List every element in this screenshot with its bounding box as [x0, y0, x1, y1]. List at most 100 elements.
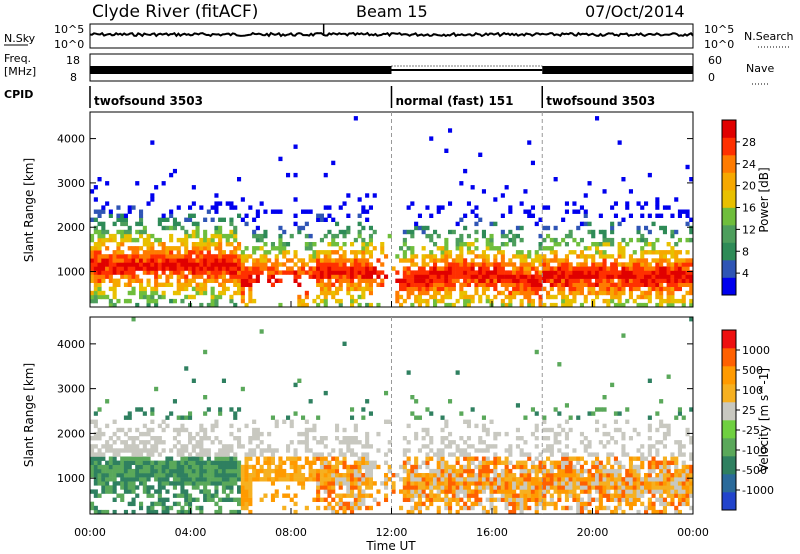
heatmap-cell — [180, 509, 185, 515]
heatmap-cell — [180, 258, 185, 263]
heatmap-cell — [530, 274, 535, 279]
heatmap-cell — [327, 282, 332, 287]
heatmap-cell — [172, 266, 177, 271]
heatmap-cell — [497, 250, 502, 255]
heatmap-cell — [120, 217, 125, 222]
heatmap-cell — [353, 460, 358, 465]
heatmap-cell — [210, 294, 215, 300]
heatmap-cell — [127, 477, 132, 482]
heatmap-cell — [674, 286, 679, 292]
heatmap-cell — [135, 274, 140, 279]
heatmap-cell — [357, 270, 362, 275]
heatmap-cell — [240, 464, 245, 470]
heatmap-cell — [546, 448, 551, 453]
heatmap-cell — [206, 448, 211, 453]
heatmap-cell — [105, 464, 110, 470]
heatmap-cell — [689, 440, 694, 445]
heatmap-cell — [561, 294, 566, 300]
heatmap-cell — [188, 440, 193, 445]
heatmap-cell — [666, 278, 671, 283]
heatmap-cell — [244, 501, 249, 507]
heatmap-cell — [372, 497, 377, 502]
heatmap-cell — [677, 270, 682, 275]
heatmap-cell — [421, 444, 426, 449]
heatmap-cell — [681, 493, 686, 498]
heatmap-cell — [180, 423, 185, 429]
heatmap-cell — [350, 436, 355, 441]
heatmap-cell — [613, 477, 618, 482]
heatmap-cell — [263, 209, 268, 214]
heatmap-cell — [319, 290, 324, 296]
heatmap-cell — [210, 440, 215, 445]
heatmap-cell — [112, 221, 117, 227]
heatmap-cell — [237, 177, 242, 182]
heatmap-cell — [131, 456, 136, 461]
heatmap-cell — [421, 477, 426, 482]
heatmap-cell — [602, 468, 607, 474]
heatmap-cell — [647, 213, 652, 218]
heatmap-cell — [530, 258, 535, 263]
heatmap-cell — [549, 444, 554, 449]
heatmap-cell — [651, 250, 656, 255]
heatmap-cell — [613, 485, 618, 490]
heatmap-cell — [670, 489, 675, 494]
heatmap-cell — [353, 270, 358, 275]
heatmap-cell — [591, 477, 596, 482]
heatmap-cell — [402, 298, 407, 304]
heatmap-cell — [470, 460, 475, 465]
heatmap-cell — [647, 242, 652, 247]
heatmap-cell — [135, 302, 140, 308]
heatmap-cell — [655, 485, 660, 490]
heatmap-cell — [331, 468, 336, 474]
heatmap-cell — [602, 423, 607, 429]
heatmap-cell — [327, 481, 332, 486]
heatmap-cell — [150, 505, 155, 511]
freq-band-1 — [90, 66, 392, 74]
heatmap-cell — [101, 290, 106, 296]
heatmap-cell — [613, 419, 618, 424]
heatmap-cell — [188, 411, 193, 416]
heatmap-cell — [218, 464, 223, 470]
heatmap-cell — [127, 290, 132, 296]
heatmap-cell — [542, 489, 547, 494]
heatmap-cell — [116, 278, 121, 283]
heatmap-cell — [240, 286, 245, 292]
heatmap-cell — [184, 274, 189, 279]
heatmap-cell — [191, 468, 196, 474]
heatmap-cell — [101, 262, 106, 267]
heatmap-cell — [463, 505, 468, 511]
heatmap-cell — [225, 233, 230, 239]
heatmap-cell — [199, 282, 204, 287]
heatmap-cell — [184, 473, 189, 478]
heatmap-cell — [244, 258, 249, 263]
heatmap-cell — [293, 493, 298, 498]
heatmap-cell — [214, 460, 219, 465]
heatmap-cell — [508, 497, 513, 502]
heatmap-cell — [515, 460, 520, 465]
heatmap-cell — [583, 468, 588, 474]
heatmap-cell — [591, 282, 596, 287]
heatmap-cell — [101, 468, 106, 474]
heatmap-cell — [425, 427, 430, 433]
heatmap-cell — [346, 440, 351, 445]
heatmap-cell — [448, 481, 453, 486]
heatmap-cell — [504, 493, 509, 498]
heatmap-cell — [546, 258, 551, 263]
heatmap-cell — [391, 473, 396, 478]
colorbar-swatch — [722, 137, 736, 156]
heatmap-cell — [670, 246, 675, 251]
heatmap-cell — [267, 250, 272, 255]
heatmap-cell — [172, 221, 177, 227]
heatmap-cell — [613, 473, 618, 478]
heatmap-cell — [184, 460, 189, 465]
heatmap-cell — [244, 464, 249, 470]
heatmap-cell — [304, 431, 309, 437]
heatmap-cell — [451, 468, 456, 474]
heatmap-cell — [617, 270, 622, 275]
heatmap-cell — [666, 489, 671, 494]
heatmap-cell — [312, 254, 317, 259]
heatmap-cell — [530, 298, 535, 304]
heatmap-cell — [549, 250, 554, 255]
heatmap-cell — [478, 436, 483, 441]
heatmap-cell — [610, 205, 615, 210]
